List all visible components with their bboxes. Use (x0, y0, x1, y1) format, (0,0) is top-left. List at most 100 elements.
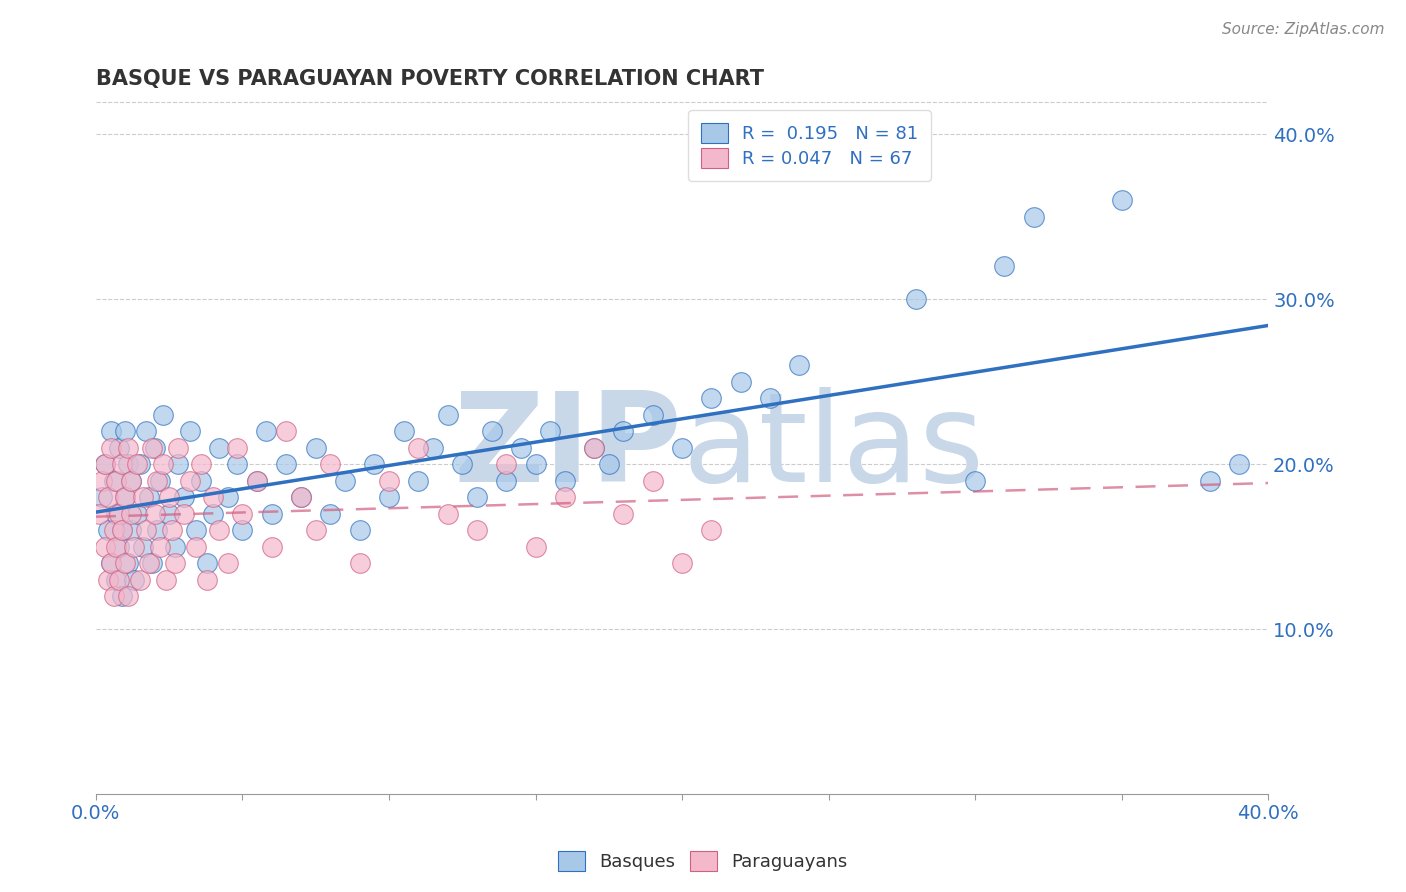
Point (114, 424, 136, 438)
Point (167, 457, 190, 471)
Point (135, 523, 157, 537)
Point (184, 523, 207, 537)
Point (190, 457, 212, 471)
Point (160, 523, 183, 537)
Point (122, 540, 145, 554)
Point (260, 507, 283, 521)
Point (143, 507, 166, 521)
Point (290, 490, 312, 504)
Point (465, 490, 488, 504)
Point (157, 490, 180, 504)
Point (195, 556, 218, 570)
Point (93, 457, 115, 471)
Point (408, 441, 430, 455)
Point (184, 540, 207, 554)
Point (349, 523, 371, 537)
Point (1198, 474, 1220, 488)
Point (554, 490, 576, 504)
Point (149, 474, 172, 488)
Point (179, 424, 201, 438)
Point (173, 507, 195, 521)
Point (671, 441, 693, 455)
Point (231, 523, 253, 537)
Point (254, 424, 277, 438)
Point (100, 556, 122, 570)
Point (138, 556, 160, 570)
Text: ZIP: ZIP (453, 387, 682, 508)
Point (120, 507, 142, 521)
Point (105, 474, 128, 488)
Point (120, 474, 142, 488)
Point (231, 507, 253, 521)
Point (146, 474, 169, 488)
Point (905, 292, 928, 306)
Point (246, 474, 269, 488)
Point (700, 523, 723, 537)
Point (114, 556, 136, 570)
Point (202, 490, 225, 504)
Point (143, 441, 166, 455)
Point (138, 490, 160, 504)
Point (108, 573, 131, 587)
Point (305, 441, 328, 455)
Point (97, 573, 120, 587)
Point (583, 441, 606, 455)
Point (436, 507, 458, 521)
Point (700, 391, 723, 405)
Point (465, 523, 488, 537)
Point (349, 556, 371, 570)
Point (598, 457, 620, 471)
Point (730, 375, 752, 389)
Point (141, 556, 163, 570)
Point (208, 523, 231, 537)
Point (93, 540, 115, 554)
Point (132, 490, 155, 504)
Point (120, 523, 142, 537)
Point (111, 457, 134, 471)
Text: atlas: atlas (682, 387, 984, 508)
Point (378, 490, 401, 504)
Point (260, 540, 283, 554)
Point (305, 523, 328, 537)
Point (105, 573, 128, 587)
Point (108, 540, 131, 554)
Point (125, 507, 148, 521)
Point (538, 424, 561, 438)
Point (1111, 193, 1133, 207)
Point (290, 490, 312, 504)
Point (114, 490, 136, 504)
Point (157, 507, 180, 521)
Point (111, 523, 134, 537)
Point (100, 556, 122, 570)
Point (111, 589, 134, 603)
Point (122, 573, 145, 587)
Point (90, 474, 112, 488)
Point (100, 441, 122, 455)
Point (246, 474, 269, 488)
Point (319, 507, 342, 521)
Point (103, 523, 125, 537)
Point (105, 507, 128, 521)
Point (179, 474, 201, 488)
Point (141, 441, 163, 455)
Point (152, 457, 174, 471)
Legend: Basques, Paraguayans: Basques, Paraguayans (551, 844, 855, 879)
Point (165, 540, 187, 554)
Point (965, 474, 987, 488)
Point (333, 474, 356, 488)
Point (276, 424, 298, 438)
Point (165, 556, 187, 570)
Text: BASQUE VS PARAGUAYAN POVERTY CORRELATION CHART: BASQUE VS PARAGUAYAN POVERTY CORRELATION… (96, 69, 763, 88)
Text: Source: ZipAtlas.com: Source: ZipAtlas.com (1222, 22, 1385, 37)
Point (149, 540, 172, 554)
Point (787, 358, 810, 372)
Point (120, 474, 142, 488)
Point (173, 490, 195, 504)
Point (217, 490, 239, 504)
Point (495, 457, 517, 471)
Point (135, 424, 157, 438)
Point (408, 474, 430, 488)
Point (117, 441, 139, 455)
Point (117, 589, 139, 603)
Point (319, 457, 342, 471)
